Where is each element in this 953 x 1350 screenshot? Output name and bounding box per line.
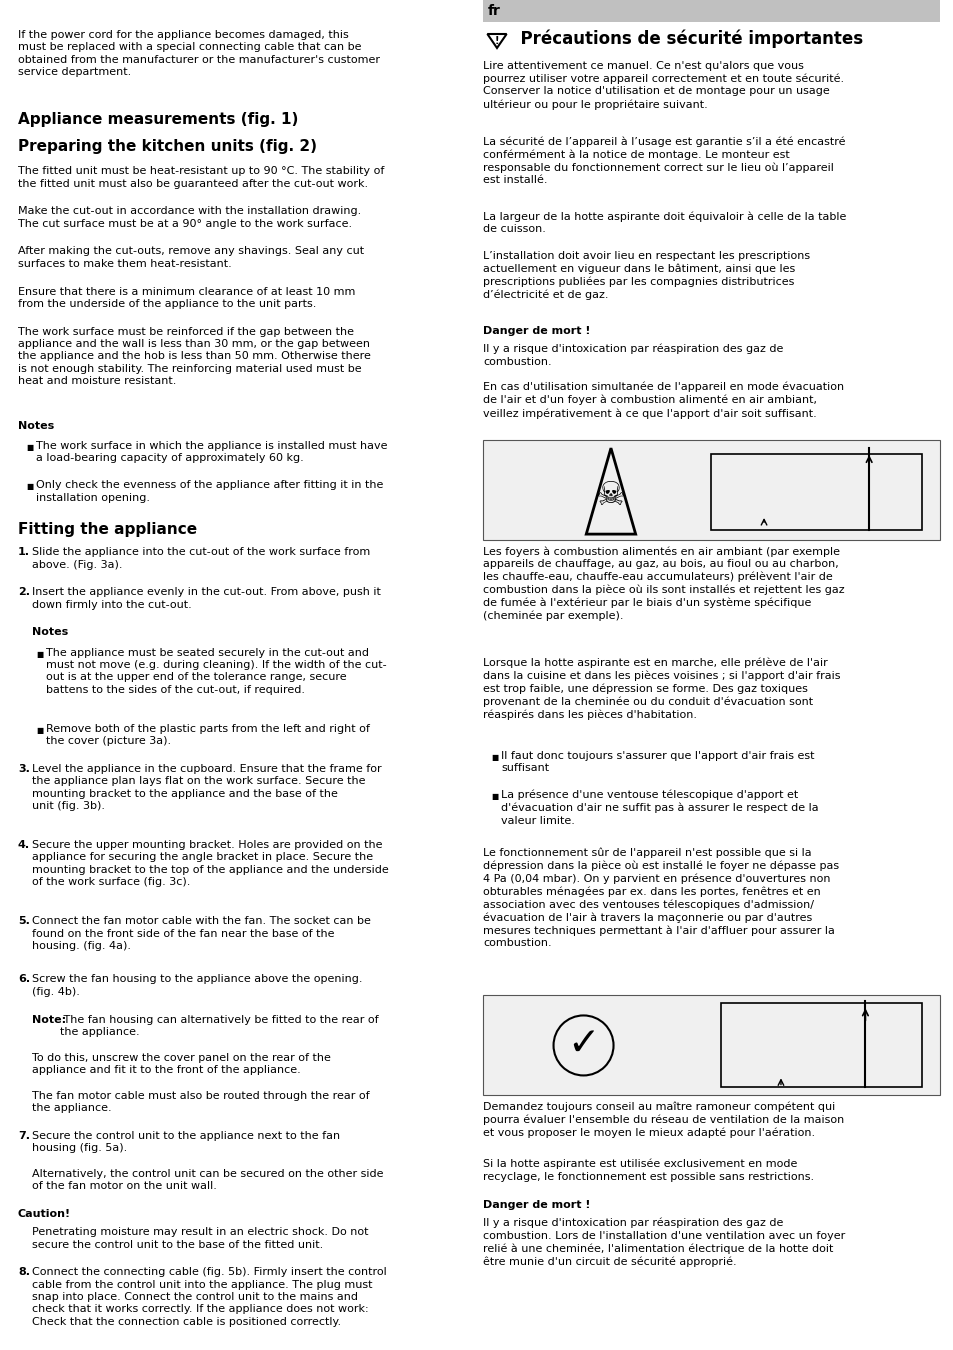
Text: Note:: Note:: [32, 1015, 66, 1025]
Text: L’installation doit avoir lieu en respectant les prescriptions
actuellement en v: L’installation doit avoir lieu en respec…: [482, 251, 809, 300]
Text: The fan housing can alternatively be fitted to the rear of
the appliance.: The fan housing can alternatively be fit…: [60, 1015, 378, 1037]
Text: 2.: 2.: [18, 587, 30, 597]
Text: Demandez toujours conseil au maître ramoneur compétent qui
pourra évaluer l'ense: Demandez toujours conseil au maître ramo…: [482, 1102, 843, 1138]
Text: Il y a risque d'intoxication par réaspiration des gaz de
combustion. Lors de l'i: Il y a risque d'intoxication par réaspir…: [482, 1218, 844, 1266]
Text: To do this, unscrew the cover panel on the rear of the
appliance and fit it to t: To do this, unscrew the cover panel on t…: [32, 1053, 331, 1075]
Text: Lorsque la hotte aspirante est en marche, elle prélève de l'air
dans la cuisine : Lorsque la hotte aspirante est en marche…: [482, 657, 840, 720]
Text: Make the cut-out in accordance with the installation drawing.
The cut surface mu: Make the cut-out in accordance with the …: [18, 207, 361, 228]
Text: fr: fr: [488, 4, 500, 18]
Text: Penetrating moisture may result in an electric shock. Do not
secure the control : Penetrating moisture may result in an el…: [32, 1227, 368, 1250]
Text: 5.: 5.: [18, 917, 30, 926]
Text: Les foyers à combustion alimentés en air ambiant (par exemple
appareils de chauf: Les foyers à combustion alimentés en air…: [482, 547, 843, 621]
Bar: [720, 1003, 921, 1088]
Text: La sécurité de l’appareil à l’usage est garantie s’il a été encastré
conférmémen: La sécurité de l’appareil à l’usage est …: [482, 136, 844, 185]
Text: Précautions de sécurité importantes: Précautions de sécurité importantes: [509, 30, 862, 49]
Text: Slide the appliance into the cut-out of the work surface from
above. (Fig. 3a).: Slide the appliance into the cut-out of …: [32, 547, 370, 570]
Text: ✓: ✓: [567, 1025, 599, 1062]
Text: Ensure that there is a minimum clearance of at least 10 mm
from the underside of: Ensure that there is a minimum clearance…: [18, 286, 355, 309]
Text: 3.: 3.: [18, 764, 30, 774]
Text: 6.: 6.: [18, 975, 30, 984]
Text: The fitted unit must be heat-resistant up to 90 °C. The stability of
the fitted : The fitted unit must be heat-resistant u…: [18, 166, 384, 189]
Text: Insert the appliance evenly in the cut-out. From above, push it
down firmly into: Insert the appliance evenly in the cut-o…: [32, 587, 380, 610]
Text: ☠: ☠: [596, 479, 625, 512]
Text: Preparing the kitchen units (fig. 2): Preparing the kitchen units (fig. 2): [18, 139, 316, 154]
Bar: [482, 995, 939, 1095]
Bar: [482, 0, 939, 22]
Text: ■: ■: [26, 443, 33, 452]
Text: Alternatively, the control unit can be secured on the other side
of the fan moto: Alternatively, the control unit can be s…: [32, 1169, 383, 1192]
Text: La présence d'une ventouse télescopique d'apport et
d'évacuation d'air ne suffit: La présence d'une ventouse télescopique …: [500, 790, 818, 826]
Bar: [482, 440, 939, 540]
Text: Danger de mort !: Danger de mort !: [482, 325, 590, 336]
Text: Level the appliance in the cupboard. Ensure that the frame for
the appliance pla: Level the appliance in the cupboard. Ens…: [32, 764, 381, 811]
Text: 1.: 1.: [18, 547, 30, 558]
Text: !: !: [495, 36, 498, 46]
Bar: [711, 454, 921, 531]
Text: The work surface in which the appliance is installed must have
a load-bearing ca: The work surface in which the appliance …: [36, 441, 387, 463]
Text: ■: ■: [36, 649, 43, 659]
Text: Notes: Notes: [18, 421, 54, 431]
Text: Fitting the appliance: Fitting the appliance: [18, 522, 197, 537]
Text: ■: ■: [491, 753, 497, 761]
Text: 8.: 8.: [18, 1268, 30, 1277]
Text: Secure the upper mounting bracket. Holes are provided on the
appliance for secur: Secure the upper mounting bracket. Holes…: [32, 840, 388, 887]
Text: ■: ■: [26, 482, 33, 491]
Text: Le fonctionnement sûr de l'appareil n'est possible que si la
dépression dans la : Le fonctionnement sûr de l'appareil n'es…: [482, 846, 839, 948]
Text: Danger de mort !: Danger de mort !: [482, 1200, 590, 1210]
Text: The fan motor cable must also be routed through the rear of
the appliance.: The fan motor cable must also be routed …: [32, 1091, 369, 1114]
Text: The appliance must be seated securely in the cut-out and
must not move (e.g. dur: The appliance must be seated securely in…: [46, 648, 386, 695]
Text: ■: ■: [491, 792, 497, 801]
Text: Secure the control unit to the appliance next to the fan
housing (fig. 5a).: Secure the control unit to the appliance…: [32, 1131, 340, 1153]
Text: 4.: 4.: [18, 840, 30, 850]
Text: Remove both of the plastic parts from the left and right of
the cover (picture 3: Remove both of the plastic parts from th…: [46, 724, 370, 747]
Text: Connect the fan motor cable with the fan. The socket can be
found on the front s: Connect the fan motor cable with the fan…: [32, 917, 371, 952]
Text: Appliance measurements (fig. 1): Appliance measurements (fig. 1): [18, 112, 298, 127]
Text: Lire attentivement ce manuel. Ce n'est qu'alors que vous
pourrez utiliser votre : Lire attentivement ce manuel. Ce n'est q…: [482, 61, 843, 109]
Text: Screw the fan housing to the appliance above the opening.
(fig. 4b).: Screw the fan housing to the appliance a…: [32, 975, 362, 996]
Text: La largeur de la hotte aspirante doit équivaloir à celle de la table
de cuisson.: La largeur de la hotte aspirante doit éq…: [482, 212, 845, 235]
Text: Connect the connecting cable (fig. 5b). Firmly insert the control
cable from the: Connect the connecting cable (fig. 5b). …: [32, 1268, 386, 1327]
Text: The work surface must be reinforced if the gap between the
appliance and the wal: The work surface must be reinforced if t…: [18, 327, 371, 386]
Text: ■: ■: [36, 726, 43, 734]
Text: If the power cord for the appliance becomes damaged, this
must be replaced with : If the power cord for the appliance beco…: [18, 30, 379, 77]
Text: Notes: Notes: [32, 628, 69, 637]
Text: Caution!: Caution!: [18, 1210, 71, 1219]
Text: En cas d'utilisation simultanée de l'appareil en mode évacuation
de l'air et d'u: En cas d'utilisation simultanée de l'app…: [482, 382, 843, 418]
Text: Only check the evenness of the appliance after fitting it in the
installation op: Only check the evenness of the appliance…: [36, 481, 383, 502]
Text: Il y a risque d'intoxication par réaspiration des gaz de
combustion.: Il y a risque d'intoxication par réaspir…: [482, 344, 782, 367]
Text: Si la hotte aspirante est utilisée exclusivement en mode
recyclage, le fonctionn: Si la hotte aspirante est utilisée exclu…: [482, 1158, 813, 1181]
Text: Il faut donc toujours s'assurer que l'apport d'air frais est
suffisant: Il faut donc toujours s'assurer que l'ap…: [500, 751, 814, 774]
Text: 7.: 7.: [18, 1131, 30, 1141]
Text: After making the cut-outs, remove any shavings. Seal any cut
surfaces to make th: After making the cut-outs, remove any sh…: [18, 247, 364, 269]
